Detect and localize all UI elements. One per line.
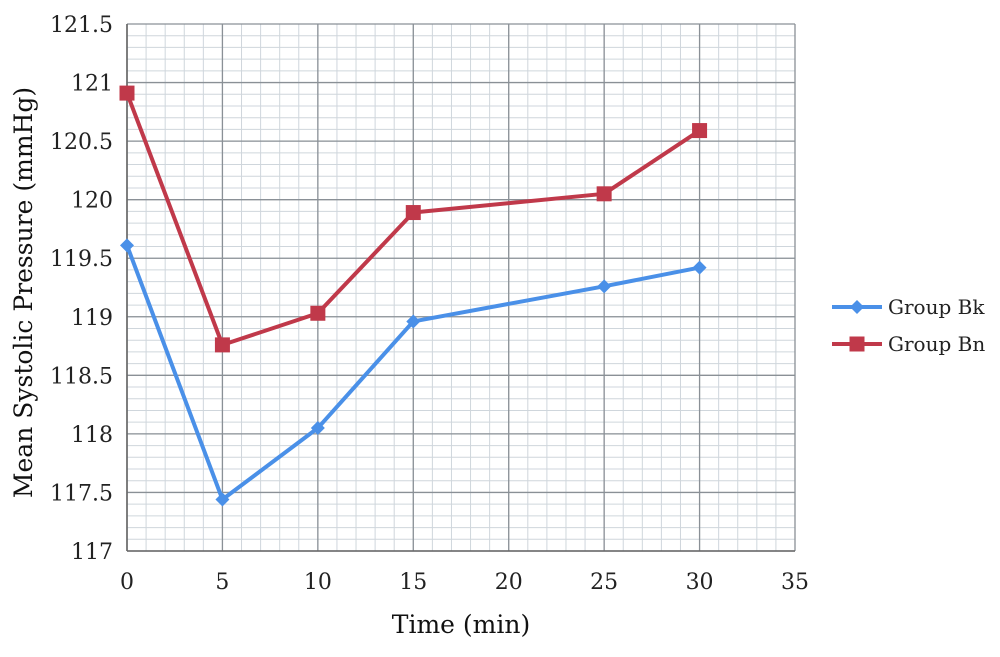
y-tick-label: 121.5 bbox=[50, 13, 113, 38]
x-tick-label: 10 bbox=[304, 570, 332, 595]
data-point-marker bbox=[596, 186, 612, 202]
data-point-marker bbox=[597, 279, 612, 294]
data-point-marker bbox=[850, 300, 864, 314]
series-layer bbox=[119, 85, 708, 507]
x-axis-title: Time (min) bbox=[392, 610, 530, 639]
x-tick-label: 35 bbox=[781, 570, 809, 595]
legend-label: Group Bk bbox=[888, 295, 985, 319]
y-tick-label: 120 bbox=[71, 189, 113, 214]
axes bbox=[126, 24, 795, 552]
minor-gridlines bbox=[126, 23, 796, 552]
x-tick-label: 25 bbox=[590, 570, 618, 595]
data-point-marker bbox=[310, 305, 326, 321]
x-tick-labels: 0 5 10 15 20 25 30 35 bbox=[120, 570, 809, 595]
data-point-marker bbox=[406, 314, 421, 329]
legend: Group Bk Group Bn bbox=[832, 295, 985, 356]
data-point-marker bbox=[405, 205, 421, 221]
data-point-marker bbox=[215, 492, 230, 507]
series-group-bn bbox=[119, 85, 708, 353]
legend-item-group-bn: Group Bn bbox=[832, 332, 985, 356]
x-tick-label: 20 bbox=[495, 570, 523, 595]
major-gridlines bbox=[126, 23, 796, 552]
y-tick-labels: 117 117.5 118 118.5 119 119.5 120 120.5 121 121.5 bbox=[50, 13, 113, 565]
x-tick-label: 30 bbox=[686, 570, 714, 595]
data-point-marker bbox=[692, 123, 708, 139]
legend-label: Group Bn bbox=[888, 332, 985, 356]
y-tick-label: 118.5 bbox=[50, 364, 113, 389]
data-point-marker bbox=[310, 421, 325, 436]
series-line-group-bn bbox=[125, 92, 701, 347]
legend-item-group-bk: Group Bk bbox=[832, 295, 985, 319]
y-tick-label: 121 bbox=[71, 72, 113, 97]
data-point-marker bbox=[214, 337, 230, 353]
x-tick-label: 5 bbox=[215, 570, 229, 595]
data-point-marker bbox=[849, 336, 865, 352]
x-tick-label: 15 bbox=[399, 570, 427, 595]
y-tick-label: 118 bbox=[71, 423, 113, 448]
y-tick-label: 119 bbox=[71, 306, 113, 331]
data-point-marker bbox=[119, 85, 135, 101]
data-point-marker bbox=[120, 238, 134, 253]
y-tick-label: 119.5 bbox=[50, 247, 113, 272]
x-tick-label: 0 bbox=[120, 570, 134, 595]
y-tick-label: 117.5 bbox=[50, 481, 113, 506]
series-group-bk bbox=[120, 238, 707, 507]
y-axis-title: Mean Systolic Pressure (mmHg) bbox=[9, 87, 38, 498]
series-line-group-bk bbox=[125, 244, 700, 502]
y-tick-label: 117 bbox=[71, 540, 113, 565]
data-point-marker bbox=[692, 260, 707, 275]
y-tick-label: 120.5 bbox=[50, 130, 113, 155]
